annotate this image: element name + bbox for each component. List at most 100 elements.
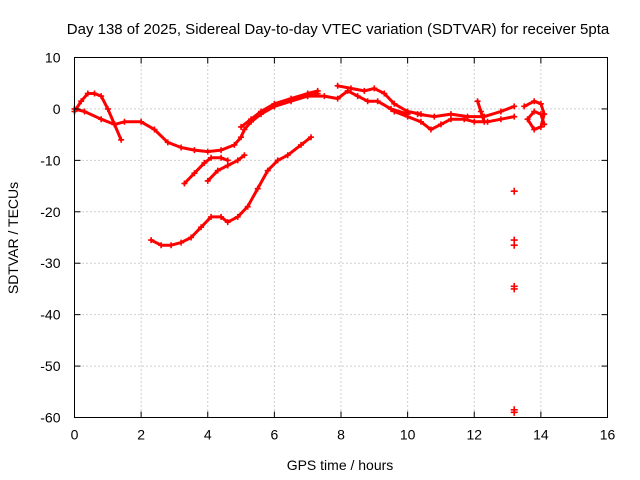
y-tick-label: -10 <box>40 152 60 168</box>
data-point <box>201 159 208 166</box>
data-point <box>298 141 305 148</box>
data-point <box>447 111 454 118</box>
data-point <box>447 116 454 123</box>
data-point <box>214 167 221 174</box>
data-point <box>304 93 311 100</box>
grid-layer <box>74 57 608 418</box>
data-point <box>537 123 544 130</box>
series-track-a <box>73 92 123 142</box>
data-point <box>241 126 248 133</box>
data-point <box>254 185 261 192</box>
y-tick-label: -30 <box>40 255 60 271</box>
data-point <box>121 118 128 125</box>
data-point <box>354 93 361 100</box>
data-point <box>138 118 145 125</box>
data-point <box>414 111 421 118</box>
data-point <box>381 90 388 97</box>
data-point <box>234 213 241 220</box>
x-tick-label: 10 <box>400 427 416 443</box>
data-point <box>168 242 175 249</box>
y-axis-label: SDTVAR / TECUs <box>5 182 21 294</box>
data-point <box>224 219 231 226</box>
x-tick-label: 6 <box>270 427 278 443</box>
data-point <box>81 108 88 115</box>
data-point <box>334 82 341 89</box>
y-tick-label: -60 <box>40 410 60 426</box>
data-point <box>364 98 371 105</box>
series-layer <box>71 82 548 416</box>
data-point <box>471 118 478 125</box>
y-tick-label: -50 <box>40 358 60 374</box>
data-point <box>158 242 165 249</box>
data-point <box>404 113 411 120</box>
data-point <box>531 98 538 105</box>
data-point <box>334 95 341 102</box>
x-tick-label: 0 <box>71 427 79 443</box>
data-point <box>178 239 185 246</box>
data-point <box>524 116 531 123</box>
data-point <box>474 98 481 105</box>
x-tick-label: 8 <box>337 427 345 443</box>
data-point <box>274 157 281 164</box>
x-tick-label: 16 <box>600 427 616 443</box>
data-point <box>497 108 504 115</box>
data-point <box>427 126 434 133</box>
data-point <box>218 154 225 161</box>
data-point <box>464 113 471 120</box>
outlier-point <box>510 285 518 293</box>
data-point <box>404 108 411 115</box>
data-point <box>477 108 484 115</box>
data-point <box>511 113 518 120</box>
data-point <box>208 154 215 161</box>
data-point <box>417 118 424 125</box>
data-point <box>191 170 198 177</box>
data-point <box>198 224 205 231</box>
y-tick-label: -40 <box>40 307 60 323</box>
data-point <box>241 152 248 159</box>
x-tick-labels: 0 2 4 6 8 10 12 14 16 <box>71 427 616 443</box>
data-point <box>437 121 444 128</box>
data-point <box>218 147 225 154</box>
data-point <box>521 103 528 110</box>
series-track-k <box>522 99 546 131</box>
data-point <box>204 148 211 155</box>
data-point <box>191 147 198 154</box>
data-point <box>431 113 438 120</box>
data-point <box>511 103 518 110</box>
y-tick-labels: 10 0 -10 -20 -30 -40 -50 -60 <box>40 50 60 426</box>
data-point <box>98 93 105 100</box>
data-point <box>288 95 295 102</box>
data-point <box>111 121 118 128</box>
outlier-point <box>510 241 518 249</box>
data-point <box>481 118 488 125</box>
x-tick-label: 14 <box>533 427 549 443</box>
data-point <box>181 180 188 187</box>
x-tick-label: 4 <box>204 427 212 443</box>
y-tick-label: 10 <box>45 50 61 66</box>
data-point <box>537 111 544 118</box>
data-point <box>531 108 538 115</box>
data-point <box>224 157 231 164</box>
data-point <box>314 87 321 94</box>
data-point <box>218 213 225 220</box>
data-point <box>238 134 245 141</box>
data-point <box>234 157 241 164</box>
data-point <box>118 136 125 143</box>
data-point <box>374 98 381 105</box>
data-point <box>284 152 291 159</box>
data-point <box>78 98 85 105</box>
data-point <box>391 100 398 107</box>
tick-layer <box>74 57 608 418</box>
data-point <box>387 105 394 112</box>
data-point <box>104 105 111 112</box>
data-point <box>308 134 315 141</box>
data-point <box>164 139 171 146</box>
data-point <box>361 87 368 94</box>
outlier-point <box>510 187 518 195</box>
data-point <box>148 237 155 244</box>
data-point <box>371 85 378 92</box>
data-point <box>238 123 245 130</box>
data-point <box>258 108 265 115</box>
data-point <box>91 90 98 97</box>
